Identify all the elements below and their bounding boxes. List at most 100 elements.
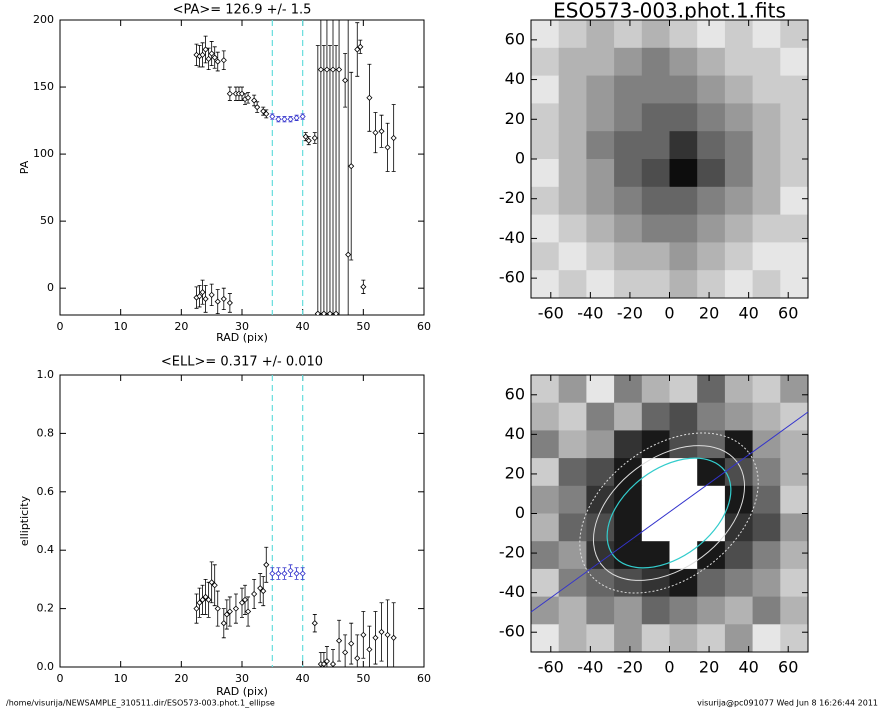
data-point (269, 113, 276, 120)
x-tick-label: -60 (538, 304, 564, 323)
pixel (697, 131, 726, 160)
data-point (223, 611, 230, 618)
pixel (614, 513, 643, 542)
pixel (531, 20, 560, 49)
y-tick-label: -40 (499, 228, 525, 247)
pixel (586, 103, 615, 132)
footer-left: /home/visurija/NEWSAMPLE_310511.dir/ESO5… (6, 699, 275, 708)
data-point (326, 310, 334, 315)
panel: -60 -40 -20 0 20 40 60 -60 -40 -20 0 20 40 60 (499, 374, 809, 677)
data-point (390, 134, 397, 142)
data-point (366, 94, 373, 101)
chart-title: <PA>= 126.9 +/- 1.5 (173, 3, 312, 18)
x-tick-label: 40 (738, 658, 758, 677)
y-tick-label: -60 (499, 622, 525, 641)
pixel (780, 242, 809, 271)
x-tick-label: 30 (235, 672, 249, 685)
chart-title: ESO573-003.phot.1.fits (553, 0, 786, 23)
data-point (263, 110, 270, 117)
pixel (586, 430, 615, 459)
pixel (586, 402, 615, 431)
y-tick-label: 0.0 (37, 660, 55, 673)
pixel (558, 596, 587, 625)
data-point (208, 579, 215, 586)
pixel (697, 242, 726, 271)
pixel (752, 513, 781, 542)
pixel (531, 242, 560, 271)
pixel (531, 186, 560, 216)
pixel (697, 103, 726, 132)
pixel (641, 485, 670, 514)
pixel (780, 541, 809, 570)
data-point (199, 51, 206, 58)
pixel (614, 20, 643, 49)
pixel (558, 458, 587, 487)
pixel (752, 20, 781, 49)
axes-frame (59, 374, 425, 668)
y-tick-label: 60 (505, 29, 525, 48)
pixel (780, 20, 809, 49)
x-tick-label: 40 (296, 320, 310, 333)
pixel (669, 458, 698, 487)
pixel (752, 568, 781, 598)
y-tick-label: 0.2 (37, 602, 55, 615)
pixel (641, 20, 670, 49)
pixel (780, 513, 809, 542)
pixel (586, 596, 615, 625)
pixel (614, 541, 643, 570)
data-point (281, 570, 288, 577)
data-point (208, 50, 215, 57)
pixel (586, 47, 615, 77)
pixel (724, 242, 754, 271)
pixel (641, 103, 670, 132)
data-point (232, 605, 239, 612)
data-point (263, 561, 270, 568)
pixel (752, 402, 781, 431)
pixel (724, 513, 754, 542)
y-tick-label: 1.0 (37, 368, 55, 381)
pixel (669, 131, 698, 160)
pixel (531, 375, 560, 404)
data-point (342, 649, 349, 656)
data-point (299, 570, 306, 577)
pixel (531, 513, 560, 542)
y-tick-label: 200 (33, 13, 54, 26)
pixel (531, 624, 560, 653)
pixel (780, 47, 809, 77)
y-axis-label: ellipticity (18, 495, 31, 546)
pixel (614, 214, 643, 243)
data-point (281, 116, 288, 123)
data-point (293, 114, 300, 121)
pixel (780, 103, 809, 132)
pixel (697, 375, 726, 404)
data-point (202, 46, 209, 53)
y-tick-label: -60 (499, 268, 525, 287)
pixel (697, 596, 726, 625)
y-tick-label: -40 (499, 582, 525, 601)
pixel (669, 214, 698, 243)
x-tick-label: 0 (664, 304, 674, 323)
pixel (586, 513, 615, 542)
data-point (314, 310, 321, 315)
data-point (205, 596, 212, 603)
y-tick-label: 100 (33, 147, 54, 160)
pixel (558, 47, 587, 77)
x-tick-label: 20 (174, 672, 188, 685)
y-tick-label: -20 (499, 543, 525, 562)
pixel (669, 47, 698, 77)
pixel (558, 430, 587, 459)
pixel (586, 485, 615, 514)
data-point (378, 128, 385, 135)
pixel (669, 75, 698, 104)
data-point (323, 66, 330, 73)
pixel (614, 568, 643, 598)
pixel (669, 375, 698, 404)
pixel (697, 568, 726, 598)
pixel (586, 242, 615, 271)
data-point (214, 298, 221, 305)
pixel (780, 596, 809, 625)
pixel (614, 402, 643, 431)
y-tick-label: 40 (505, 69, 525, 88)
data-point (354, 46, 361, 53)
pixel (724, 75, 754, 104)
